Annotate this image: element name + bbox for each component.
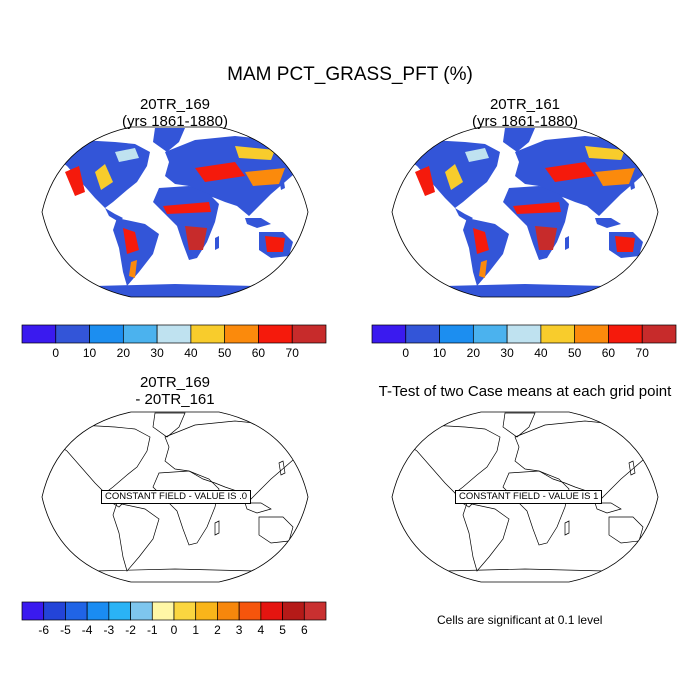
colorbar-diff-tick-label: -6 [38,623,49,637]
colorbar-top-left-swatch [291,324,327,344]
colorbar-top-right-swatch [540,324,576,344]
colorbar-diff-swatch [65,601,88,621]
colorbar-top-right-swatch [608,324,643,344]
colorbar-diff-tick-label: -3 [104,623,115,637]
colorbar-diff-tick-label: -4 [82,623,93,637]
colorbar-diff-swatch [217,601,240,621]
colorbar-top-left-tick-label: 60 [252,346,266,360]
constant-field-label-bottom-right: CONSTANT FIELD - VALUE IS 1 [455,490,603,504]
colorbar-diff-tick-label: 3 [236,623,243,637]
figure-title: MAM PCT_GRASS_PFT (%) [227,64,473,85]
colorbar-diff-swatch [21,601,45,621]
colorbar-diff-swatch [151,601,175,621]
colorbar-top-right-swatch [641,324,677,344]
colorbar-top-right-swatch [574,324,609,344]
map-bottom-left [41,411,309,583]
map-bottom-right [391,411,659,583]
colorbar-top-left-tick-label: 40 [184,346,198,360]
panel-title-top-right: 20TR_161 (yrs 1861-1880) [405,96,645,130]
map-top-left [41,126,309,298]
colorbar-diff-tick-label: 4 [258,623,265,637]
colorbar-top-right-tick-label: 40 [534,346,548,360]
colorbar-top-right-swatch [371,324,407,344]
colorbar-diff-tick-label: 1 [192,623,199,637]
colorbar-diff-tick-label: 6 [301,623,308,637]
map-border-top-right [391,126,659,298]
colorbar-diff-swatch [108,601,131,621]
panel-title-bottom-left: 20TR_169 - 20TR_161 [55,374,295,408]
panel-title-top-left-line2: (yrs 1861-1880) [122,113,228,130]
colorbar-top-left-swatch [156,324,192,344]
colorbar-diff-tick-label: -2 [125,623,136,637]
panel-title-bottom-left-line2: - 20TR_161 [135,391,215,408]
colorbar-diff-swatch [303,601,327,621]
panel-title-top-right-line1: 20TR_161 [489,96,561,113]
colorbar-diff-swatch [43,601,66,621]
colorbar-diff-tick-label: 2 [214,623,221,637]
colorbar-top-right-tick-label: 50 [568,346,582,360]
colorbar-top-left-swatch [21,324,57,344]
colorbar-diff-tick-label: -5 [60,623,71,637]
map-border-top-left [41,126,309,298]
grass-patches-top-right [415,146,635,278]
panel-title-top-left-line1: 20TR_169 [139,96,211,113]
colorbar-difference: -6 -5 -4 -3 -2 -1 0 1 2 3 4 5 6 [21,601,327,637]
colorbar-top-right: 0 10 20 30 40 50 60 70 [371,324,677,360]
colorbar-diff-swatch [195,601,218,621]
panel-title-top-left: 20TR_169 (yrs 1861-1880) [55,96,295,130]
colorbar-diff-swatch [238,601,262,621]
map-top-right [391,126,659,298]
colorbar-diff-tick-label: -1 [147,623,158,637]
map-border-bottom-right [391,411,659,583]
colorbar-diff-swatch [282,601,305,621]
colorbar-top-right-tick-label: 30 [500,346,514,360]
colorbar-top-right-swatch [405,324,440,344]
colorbar-top-right-swatch [439,324,474,344]
colorbar-top-right-tick-label: 60 [602,346,616,360]
colorbar-top-left-tick-label: 30 [150,346,164,360]
colorbar-top-left-tick-label: 70 [286,346,300,360]
colorbar-diff-swatch [86,601,110,621]
colorbar-top-left-swatch [224,324,259,344]
panel-title-bottom-left-line1: 20TR_169 [139,374,211,391]
colorbar-top-right-tick-label: 10 [433,346,447,360]
colorbar-top-right-tick-label: 70 [636,346,650,360]
colorbar-top-left-swatch [258,324,293,344]
map-border-bottom-left [41,411,309,583]
colorbar-top-left-swatch [190,324,226,344]
colorbar-diff-tick-label: 5 [279,623,286,637]
constant-field-label-bottom-left: CONSTANT FIELD - VALUE IS .0 [101,490,252,504]
colorbar-top-left-swatch [55,324,90,344]
colorbar-top-left-swatch [89,324,124,344]
colorbar-diff-tick-label: 0 [171,623,178,637]
colorbar-top-left-swatch [122,324,158,344]
colorbar-top-left: 0 10 20 30 40 50 60 70 [21,324,327,360]
colorbar-top-right-swatch [506,324,542,344]
colorbar-top-right-tick-label: 20 [467,346,481,360]
colorbar-top-left-tick-label: 50 [218,346,232,360]
colorbar-top-left-tick-label: 20 [117,346,131,360]
colorbar-diff-swatch [260,601,283,621]
colorbar-top-left-tick-label: 0 [52,346,59,360]
colorbar-diff-swatch [130,601,153,621]
panel-title-bottom-right: T-Test of two Case means at each grid po… [378,383,672,400]
colorbar-top-left-tick-label: 10 [83,346,97,360]
grass-patches-top-left [65,146,285,278]
colorbar-diff-swatch [173,601,197,621]
colorbar-top-right-swatch [472,324,508,344]
significance-note: Cells are significant at 0.1 level [437,613,603,627]
colorbar-top-right-tick-label: 0 [402,346,409,360]
panel-title-top-right-line2: (yrs 1861-1880) [472,113,578,130]
